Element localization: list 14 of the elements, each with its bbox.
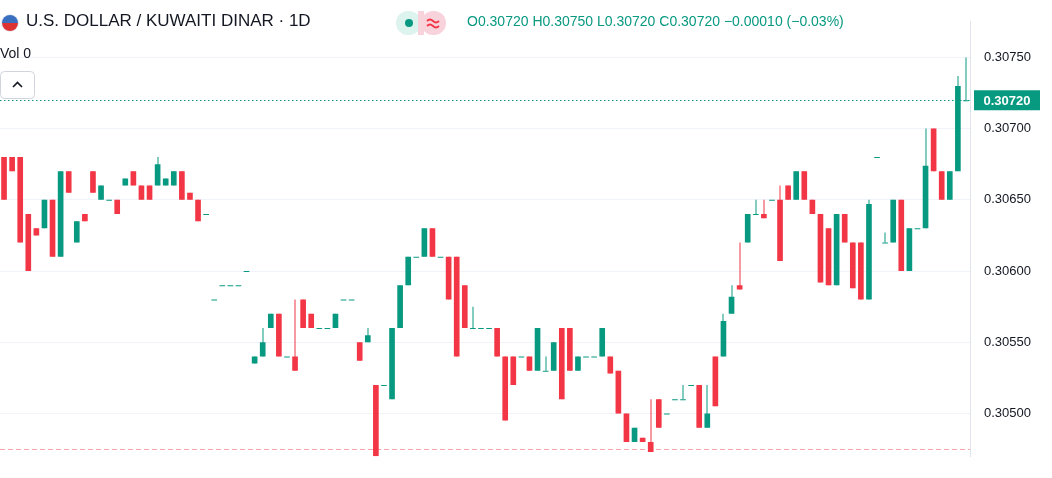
y-tick-label: 0.30500	[984, 405, 1031, 421]
y-tick-label: 0.30650	[984, 191, 1031, 207]
annotation: Vol 0	[0, 45, 32, 61]
candlestick	[882, 232, 888, 244]
y-tick-label: 0.30550	[984, 333, 1031, 349]
y-tick-label: 0.30750	[984, 48, 1031, 64]
y-tick-label: 0.30700	[984, 120, 1031, 136]
annotation: O0.30720 H0.30750 L0.30720 C0.30720 −0.00010 (−0.03%)	[467, 13, 844, 29]
candlestick	[470, 306, 476, 330]
candlestick	[680, 384, 686, 401]
candlestick	[752, 199, 759, 216]
chart-title: U.S. DOLLAR / KUWAITI DINAR · 1D	[26, 11, 311, 31]
ref-line-label: 0.30720	[983, 92, 1031, 108]
y-tick-label: 0.30600	[984, 262, 1031, 278]
